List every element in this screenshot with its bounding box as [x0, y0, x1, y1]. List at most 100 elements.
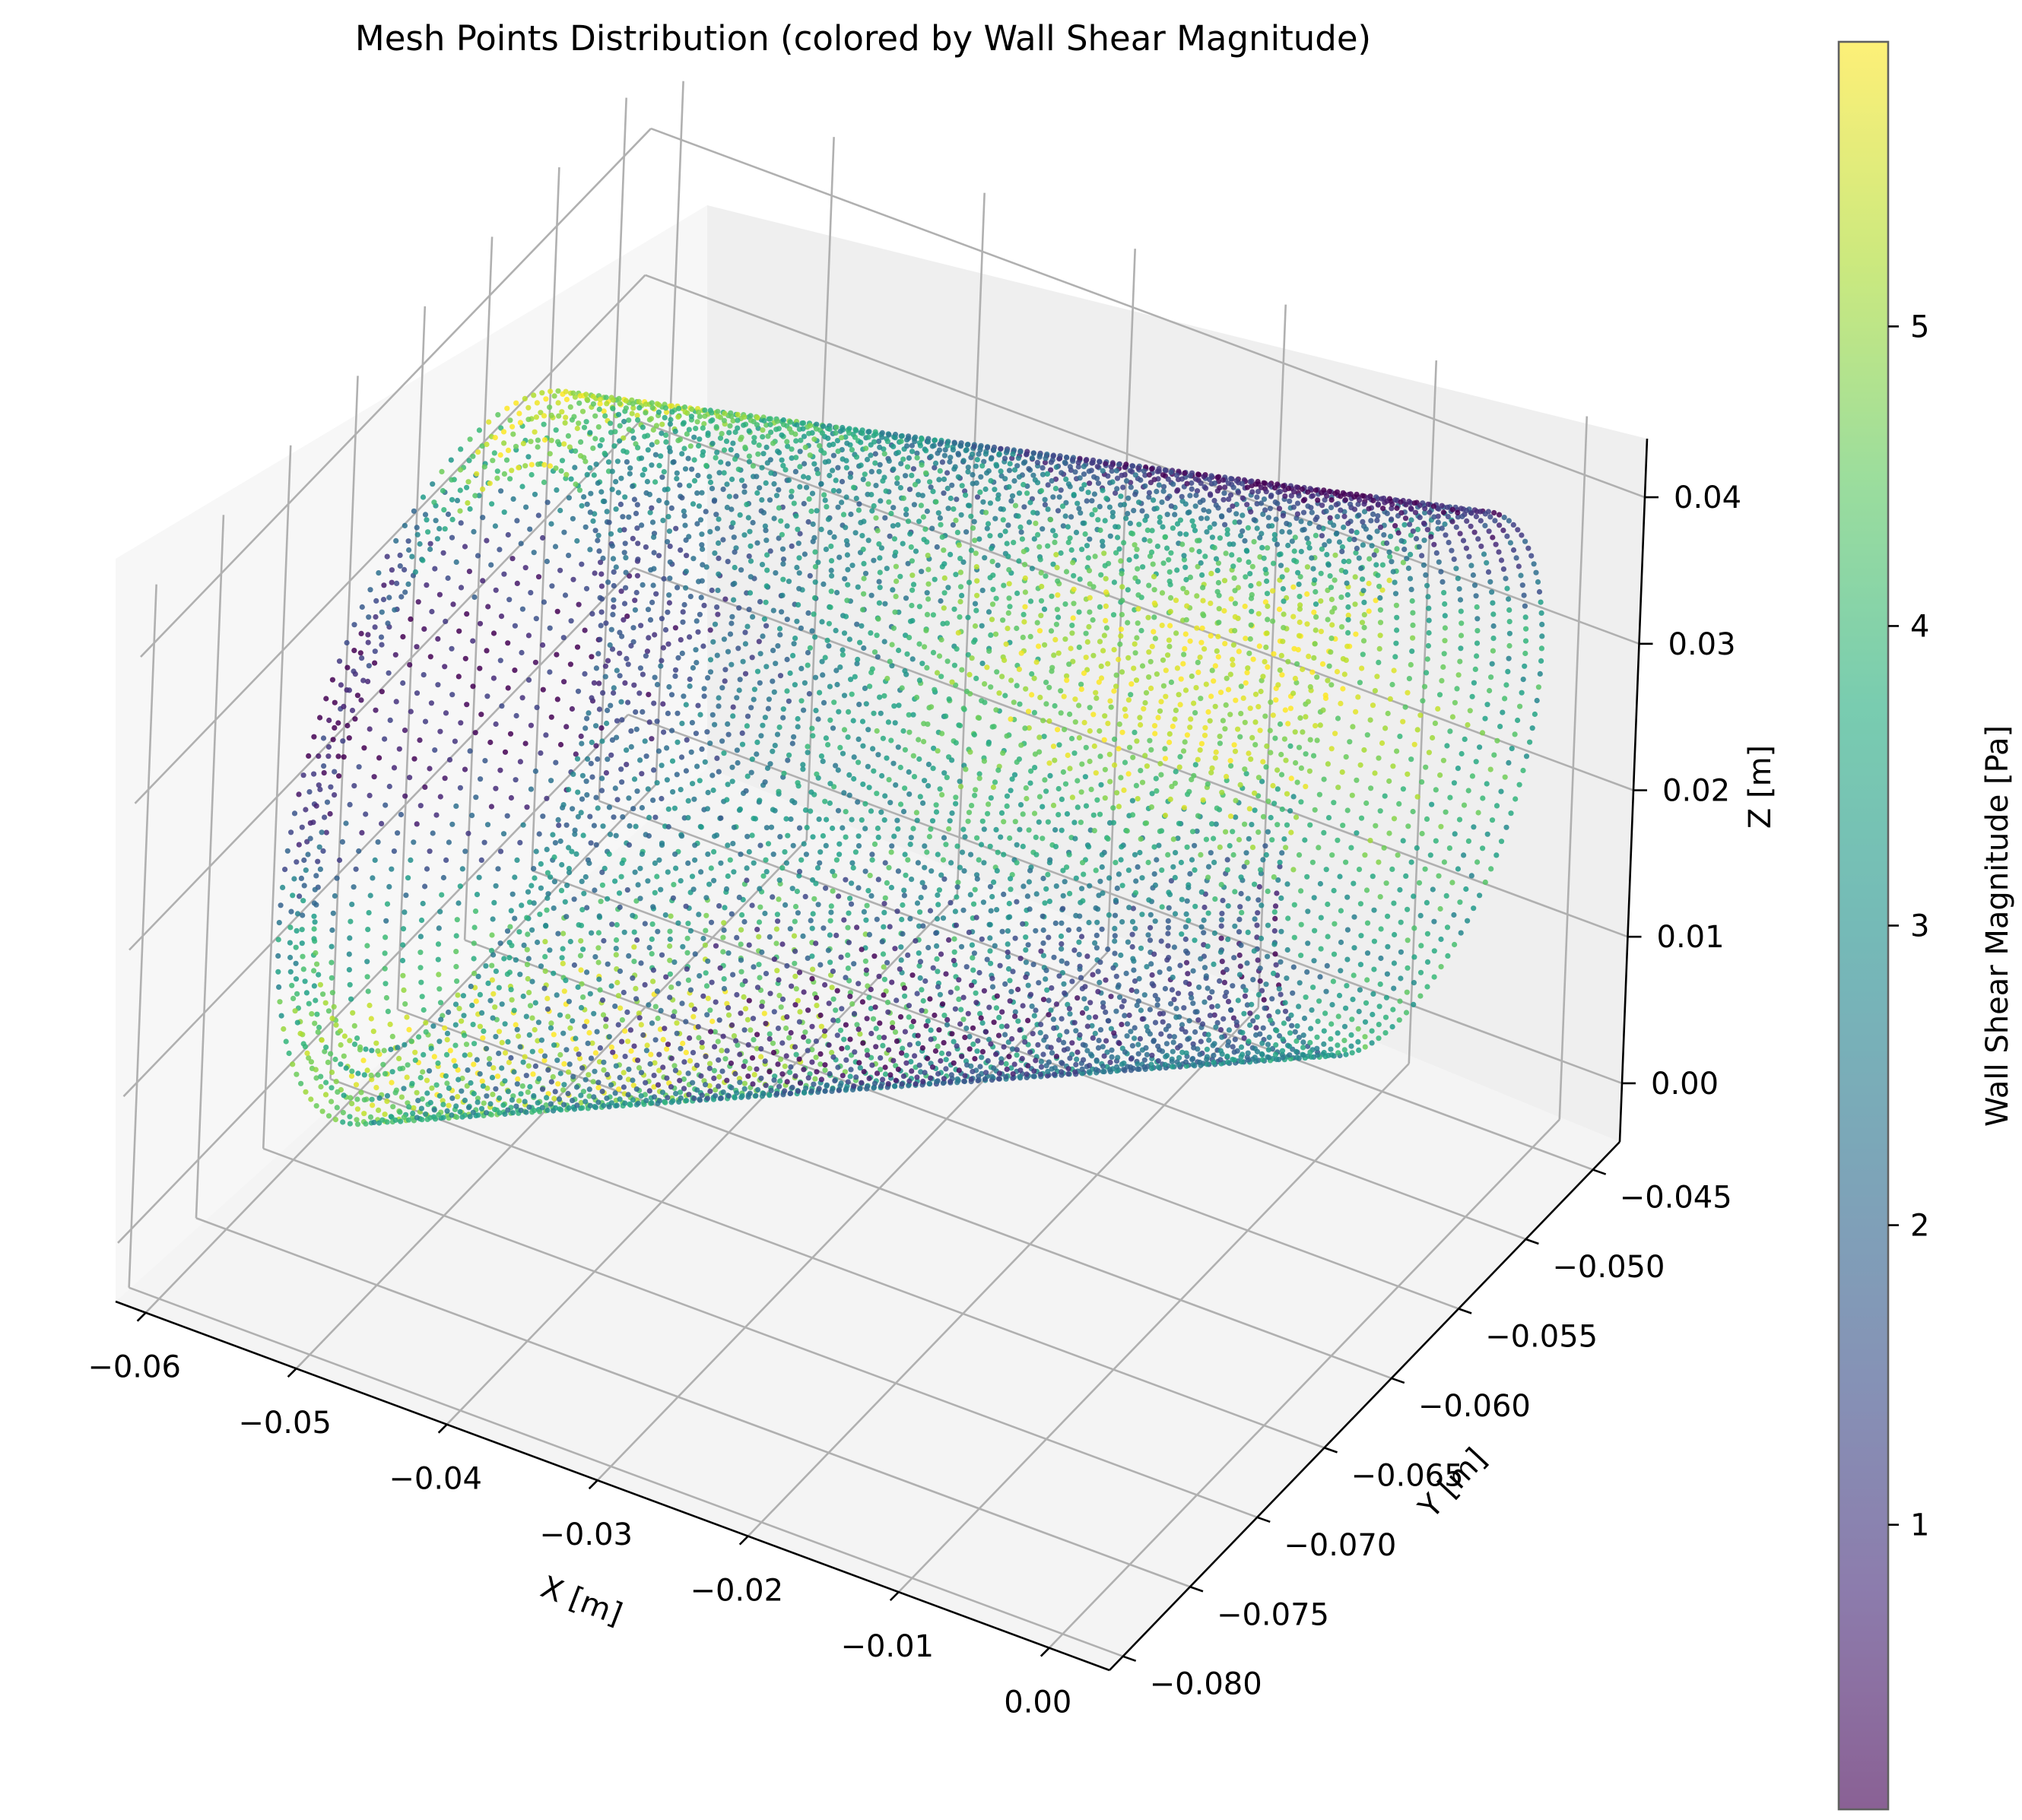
scatter-point — [785, 832, 791, 839]
scatter-point — [754, 927, 760, 933]
scatter-point — [742, 1058, 748, 1064]
scatter-point — [635, 882, 641, 888]
scatter-point — [1057, 1032, 1063, 1038]
scatter-point — [1103, 1009, 1109, 1015]
scatter-point — [1280, 1054, 1286, 1061]
scatter-point — [1112, 912, 1119, 918]
scatter-point — [964, 1062, 970, 1068]
scatter-point — [1122, 713, 1128, 719]
scatter-point — [1255, 775, 1262, 781]
scatter-point — [1168, 550, 1174, 556]
scatter-point — [588, 1055, 595, 1061]
scatter-point — [1265, 888, 1271, 894]
scatter-point — [322, 1048, 328, 1054]
scatter-point — [1214, 805, 1220, 811]
scatter-point — [322, 1092, 329, 1098]
scatter-point — [1460, 537, 1467, 544]
scatter-point — [1052, 827, 1059, 833]
scatter-point — [1310, 566, 1316, 572]
scatter-point — [960, 826, 967, 832]
scatter-point — [1457, 899, 1463, 905]
scatter-point — [1173, 630, 1179, 636]
scatter-point — [1112, 933, 1118, 939]
scatter-point — [380, 1061, 386, 1067]
grid-line-z-back — [645, 274, 1640, 645]
scatter-point — [1422, 506, 1428, 512]
scatter-point — [1201, 904, 1208, 911]
scatter-point — [656, 1051, 662, 1057]
scatter-point — [1338, 507, 1344, 513]
scatter-point — [1208, 693, 1214, 699]
scatter-point — [882, 515, 888, 521]
scatter-point — [708, 865, 714, 871]
scatter-point — [830, 1017, 836, 1023]
scatter-point — [844, 1045, 850, 1051]
scatter-point — [1265, 829, 1271, 835]
scatter-point — [846, 940, 852, 946]
scatter-point — [351, 884, 357, 890]
scatter-point — [1246, 806, 1252, 812]
scatter-point — [427, 848, 433, 855]
scatter-point — [687, 1057, 694, 1064]
scatter-point — [1087, 728, 1093, 734]
scatter-point — [926, 1080, 932, 1086]
scatter-point — [1398, 949, 1404, 955]
scatter-point — [1259, 1040, 1265, 1046]
scatter-point — [890, 1057, 897, 1064]
scatter-point — [1259, 1057, 1265, 1063]
scatter-point — [1082, 1042, 1088, 1048]
scatter-point — [1362, 1044, 1368, 1050]
scatter-point — [389, 1033, 395, 1039]
scatter-point — [961, 1078, 967, 1084]
scatter-point — [1027, 906, 1033, 912]
scatter-point — [1282, 493, 1288, 499]
scatter-point — [1314, 1034, 1320, 1040]
scatter-point — [1369, 543, 1375, 549]
scatter-point — [1224, 1059, 1231, 1065]
scatter-point — [1125, 867, 1132, 874]
scatter-point — [677, 1077, 683, 1083]
scatter-point — [667, 971, 674, 977]
scatter-point — [895, 1067, 901, 1073]
scatter-point — [706, 1065, 713, 1071]
scatter-point — [1148, 747, 1154, 753]
scatter-point — [1290, 794, 1297, 800]
scatter-point — [589, 1040, 595, 1046]
scatter-point — [1200, 585, 1206, 591]
scatter-point — [872, 1004, 878, 1010]
scatter-point — [1094, 919, 1100, 925]
scatter-point — [1216, 592, 1222, 598]
scatter-point — [1060, 769, 1066, 775]
scatter-point — [986, 801, 992, 807]
scatter-point — [754, 739, 760, 746]
scatter-point — [873, 1026, 879, 1032]
scatter-point — [556, 823, 562, 829]
scatter-point — [967, 1034, 973, 1040]
scatter-point — [1260, 813, 1267, 820]
scatter-point — [1078, 886, 1085, 892]
scatter-point — [999, 1009, 1005, 1015]
scatter-point — [738, 941, 744, 947]
scatter-point — [690, 1050, 697, 1056]
scatter-point — [638, 1070, 645, 1076]
scatter-point — [367, 1114, 374, 1120]
scatter-point — [412, 1049, 418, 1055]
scatter-point — [1297, 606, 1303, 612]
scatter-point — [1284, 881, 1290, 887]
scatter-point — [617, 1074, 623, 1080]
scatter-point — [1272, 951, 1278, 957]
scatter-point — [1104, 1049, 1110, 1055]
scatter-point — [1233, 1019, 1240, 1026]
scatter-point — [1430, 503, 1436, 509]
scatter-point — [1049, 593, 1055, 599]
scatter-point — [1456, 816, 1463, 823]
scatter-point — [830, 725, 836, 731]
scatter-point — [1272, 1051, 1279, 1057]
scatter-point — [749, 832, 755, 839]
scatter-point — [1102, 766, 1108, 772]
scatter-point — [1218, 882, 1224, 888]
scatter-point — [1097, 979, 1103, 985]
scatter-point — [630, 1083, 636, 1089]
scatter-point — [1116, 721, 1122, 728]
scatter-point — [1195, 1017, 1201, 1023]
